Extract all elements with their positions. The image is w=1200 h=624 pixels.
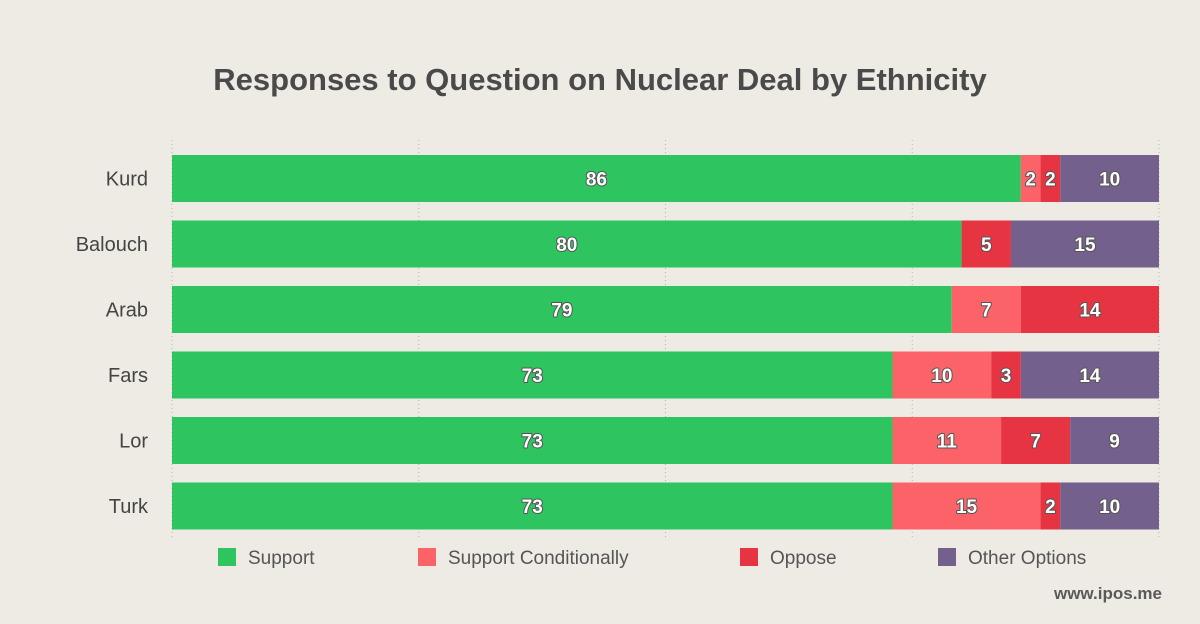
bar-arab-support-conditionally [951,286,1021,333]
data-label-arab-support-conditionally: 7 [981,301,992,322]
bar-fars-support-conditionally [892,351,992,399]
bar-fars-other-options [1020,351,1159,399]
data-label-balouch-other-options: 15 [1074,235,1096,256]
bar-turk-oppose [1040,482,1061,530]
bar-lor-oppose [1001,417,1071,464]
bar-lor-support-conditionally [892,417,1002,464]
legend-label-support-conditionally: Support Conditionally [448,548,629,569]
bar-turk-other-options [1060,482,1159,530]
data-label-arab-support: 79 [551,301,572,322]
legend-swatch-oppose [740,548,758,566]
bar-arab-oppose [1020,286,1159,333]
legend-label-oppose: Oppose [770,548,837,569]
data-label-fars-oppose: 3 [1001,366,1012,387]
data-label-kurd-support-conditionally: 2 [1025,170,1036,191]
data-label-turk-other-options: 10 [1099,497,1120,518]
data-label-lor-oppose: 7 [1030,432,1041,453]
data-label-arab-oppose: 14 [1079,301,1101,322]
category-labels: Kurd Balouch Arab Fars Lor Turk [76,169,149,519]
category-label-balouch: Balouch [76,234,148,256]
bar-balouch-support [172,220,962,268]
data-label-turk-support-conditionally: 15 [956,497,978,518]
bar-turk-support-conditionally [892,482,1041,530]
data-label-balouch-oppose: 5 [981,235,992,256]
bar-kurd-support [172,155,1021,202]
bar-fars-support [172,351,893,399]
legend-label-other-options: Other Options [968,548,1086,569]
data-label-fars-support-conditionally: 10 [931,366,952,387]
category-label-fars: Fars [108,365,148,387]
bar-lor-other-options [1070,417,1159,464]
legend-label-support: Support [248,548,315,569]
bar-arab-support [172,286,952,333]
legend-swatch-support-conditionally [418,548,436,566]
data-label-kurd-other-options: 10 [1099,170,1120,191]
category-label-kurd: Kurd [106,169,148,191]
data-label-lor-support-conditionally: 11 [937,432,958,453]
data-label-turk-support: 73 [522,497,543,518]
data-label-turk-oppose: 2 [1045,497,1056,518]
bar-balouch-other-options [1010,220,1159,268]
data-label-fars-other-options: 14 [1079,366,1101,387]
bar-fars-oppose [991,351,1021,399]
category-label-arab: Arab [106,300,148,322]
data-label-lor-other-options: 9 [1109,432,1120,453]
category-label-lor: Lor [119,431,148,453]
category-label-turk: Turk [109,496,149,518]
bar-turk-support [172,482,893,530]
data-label-kurd-support: 86 [586,170,607,191]
bar-kurd-oppose [1040,155,1061,202]
data-label-kurd-oppose: 2 [1045,170,1056,191]
bar-lor-support [172,417,893,464]
grid-lines [171,140,1160,540]
legend: Support Support Conditionally Oppose Other … [218,548,1086,569]
data-label-lor-support: 73 [522,432,543,453]
legend-swatch-other-options [938,548,956,566]
chart-title: Responses to Question on Nuclear Deal by… [213,62,987,97]
bar-kurd-other-options [1060,155,1159,202]
legend-swatch-support [218,548,236,566]
source-url: www.ipos.me [1053,584,1162,603]
bar-kurd-support-conditionally [1020,155,1041,202]
bar-balouch-oppose [961,220,1011,268]
data-label-balouch-support: 80 [556,235,577,256]
data-label-fars-support: 73 [522,366,543,387]
